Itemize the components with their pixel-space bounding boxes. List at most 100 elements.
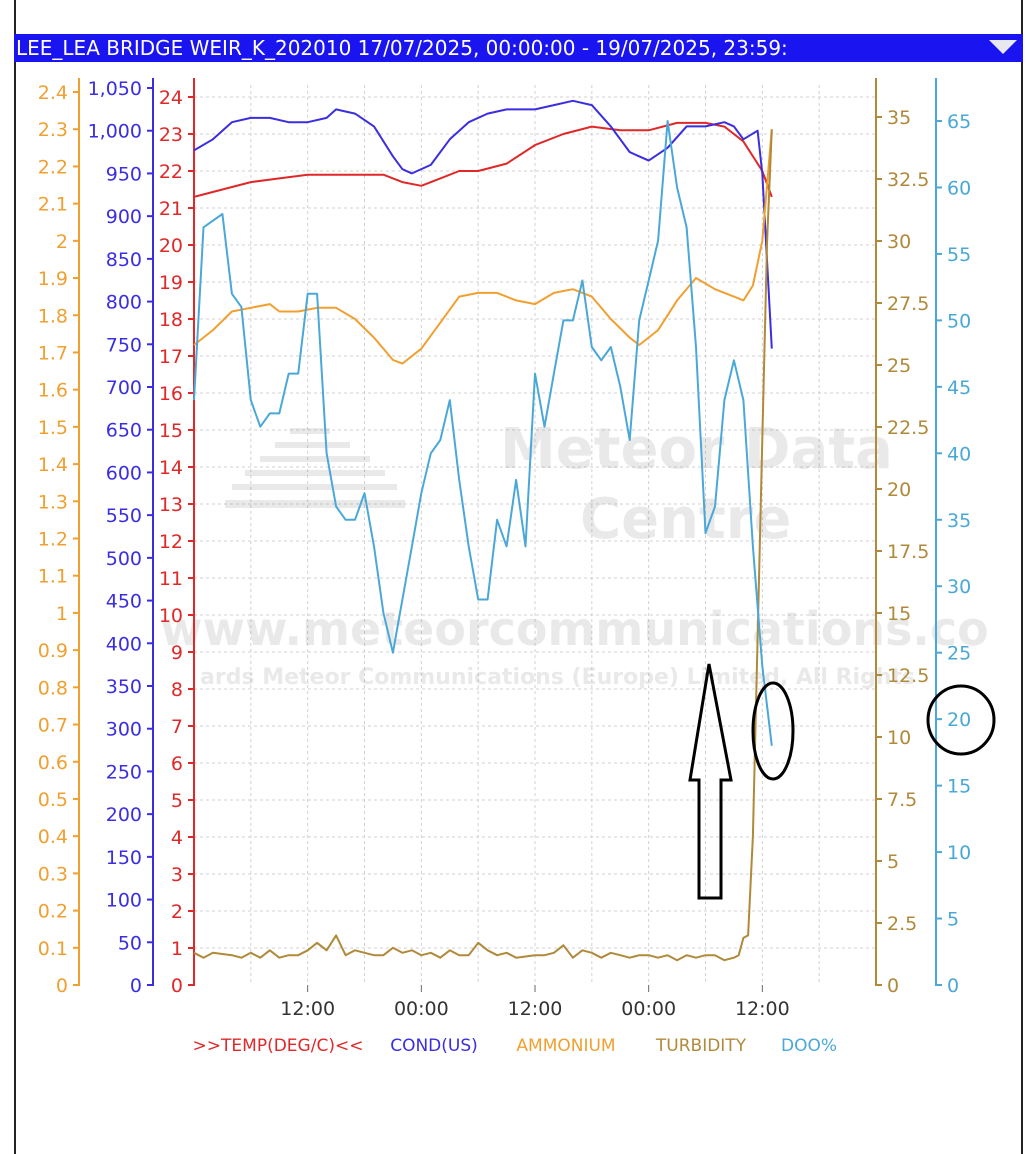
axis-tick-label-ammonium: 0.3 bbox=[38, 863, 68, 885]
axis-tick-label-cond: 350 bbox=[106, 676, 142, 698]
legend-item-cond[interactable]: COND(US) bbox=[390, 1036, 478, 1056]
axis-tick-label-temp: 16 bbox=[159, 383, 183, 405]
axis-tick-label-temp: 17 bbox=[159, 346, 183, 368]
axis-tick-label-temp: 11 bbox=[159, 568, 183, 590]
window-title-bar[interactable]: LEE_LEA BRIDGE WEIR_K_202010 17/07/2025,… bbox=[14, 34, 1023, 62]
axis-tick-label-temp: 4 bbox=[171, 827, 183, 849]
chart-legend: >>TEMP(DEG/C)<< COND(US) AMMONIUM TURBIDITY… bbox=[193, 1036, 837, 1056]
axis-tick-label-ammonium: 0.5 bbox=[38, 789, 68, 811]
axis-tick-label-temp: 12 bbox=[159, 531, 183, 553]
axis-tick-label-turbidity: 7.5 bbox=[887, 789, 917, 811]
axis-tick-label-turbidity: 17.5 bbox=[887, 541, 929, 563]
axis-tick-label-doo: 30 bbox=[947, 576, 971, 598]
x-axis-tick-label: 00:00 bbox=[621, 998, 676, 1020]
watermark: Meteor Data Centre www.meteorcommunicati… bbox=[160, 417, 989, 690]
axis-tick-label-doo: 0 bbox=[947, 975, 959, 997]
axis-tick-label-turbidity: 27.5 bbox=[887, 293, 929, 315]
axis-tick-label-ammonium: 1.6 bbox=[38, 380, 68, 402]
axis-tick-label-ammonium: 2 bbox=[56, 231, 68, 253]
axis-tick-label-temp: 9 bbox=[171, 642, 183, 664]
legend-item-turbidity[interactable]: TURBIDITY bbox=[655, 1036, 747, 1056]
chart-panel bbox=[14, 0, 1023, 1154]
watermark-title-line1: Meteor Data bbox=[500, 417, 893, 482]
chart-series bbox=[193, 99, 773, 962]
axis-tick-label-ammonium: 2.2 bbox=[38, 156, 68, 178]
axis-tick-label-cond: 100 bbox=[106, 890, 142, 912]
annotations bbox=[688, 663, 996, 900]
chevron-down-icon[interactable] bbox=[989, 40, 1017, 54]
axis-tick-label-turbidity: 12.5 bbox=[887, 665, 929, 687]
axis-tick-label-temp: 24 bbox=[159, 87, 183, 109]
axis-tick-label-ammonium: 1.2 bbox=[38, 529, 68, 551]
axis-tick-label-ammonium: 1 bbox=[56, 603, 68, 625]
x-axis: 12:00 00:00 12:00 00:00 12:00 bbox=[280, 985, 790, 1020]
x-axis-tick-label: 12:00 bbox=[280, 998, 335, 1020]
axis-tick-label-temp: 5 bbox=[171, 790, 183, 812]
axis-tick-label-doo: 55 bbox=[947, 244, 971, 266]
axis-tick-label-doo: 35 bbox=[947, 510, 971, 532]
watermark-copyright: ards Meteor Communications (Europe) Limi… bbox=[200, 665, 915, 690]
series-line-temp bbox=[193, 121, 773, 198]
axis-tick-label-cond: 650 bbox=[106, 420, 142, 442]
up-arrow-icon bbox=[688, 663, 733, 900]
axis-tick-label-cond: 150 bbox=[106, 847, 142, 869]
axis-tick-label-temp: 0 bbox=[171, 975, 183, 997]
axis-tick-label-doo: 45 bbox=[947, 377, 971, 399]
axis-tick-label-cond: 1,050 bbox=[88, 78, 142, 100]
axis-tick-label-cond: 950 bbox=[106, 163, 142, 185]
axis-tick-label-ammonium: 0.2 bbox=[38, 901, 68, 923]
axis-tick-label-cond: 450 bbox=[106, 591, 142, 613]
highlight-circle-axis-label bbox=[926, 684, 996, 756]
axis-tick-label-cond: 300 bbox=[106, 719, 142, 741]
axis-tick-label-temp: 22 bbox=[159, 161, 183, 183]
axis-tick-label-temp: 10 bbox=[159, 605, 183, 627]
axis-tick-label-turbidity: 22.5 bbox=[887, 417, 929, 439]
series-line-cond bbox=[193, 99, 773, 349]
axis-tick-label-cond: 700 bbox=[106, 377, 142, 399]
axis-tick-label-ammonium: 2.1 bbox=[38, 194, 68, 216]
axis-tick-label-ammonium: 0.8 bbox=[38, 677, 68, 699]
axis-tick-label-ammonium: 1.4 bbox=[38, 454, 68, 476]
axis-tick-label-turbidity: 25 bbox=[887, 355, 911, 377]
axis-tick-label-ammonium: 1.1 bbox=[38, 566, 68, 588]
x-axis-tick-label: 00:00 bbox=[394, 998, 449, 1020]
axis-tick-label-temp: 14 bbox=[159, 457, 183, 479]
axis-tick-label-temp: 21 bbox=[159, 198, 183, 220]
axis-tick-label-temp: 15 bbox=[159, 420, 183, 442]
axis-tick-label-cond: 800 bbox=[106, 292, 142, 314]
axis-tick-label-ammonium: 0.6 bbox=[38, 752, 68, 774]
axis-tick-label-doo: 5 bbox=[947, 909, 959, 931]
watermark-title-line2: Centre bbox=[580, 487, 791, 552]
axis-tick-label-cond: 850 bbox=[106, 249, 142, 271]
axis-tick-label-turbidity: 32.5 bbox=[887, 169, 929, 191]
series-line-ammonium bbox=[193, 129, 773, 365]
axis-tick-label-cond: 200 bbox=[106, 804, 142, 826]
axis-tick-label-ammonium: 2.4 bbox=[38, 82, 68, 104]
series-line-turbidity bbox=[193, 129, 773, 962]
axis-tick-label-temp: 7 bbox=[171, 716, 183, 738]
axis-tick-label-ammonium: 1.3 bbox=[38, 491, 68, 513]
chart-axes: 0 0.1 0.2 0.3 0.4 0.5 0.6 0.7 0.8 0.9 1 1.1 1.2 1.3 1.… bbox=[38, 78, 971, 997]
axis-tick-label-turbidity: 15 bbox=[887, 603, 911, 625]
axis-tick-label-doo: 50 bbox=[947, 310, 971, 332]
x-axis-tick-label: 12:00 bbox=[735, 998, 790, 1020]
axis-tick-label-cond: 750 bbox=[106, 334, 142, 356]
watermark-url: www.meteorcommunications.co bbox=[160, 602, 989, 656]
legend-item-doo[interactable]: DOO% bbox=[781, 1036, 837, 1056]
axis-tick-label-ammonium: 1.9 bbox=[38, 268, 68, 290]
axis-tick-label-turbidity: 0 bbox=[887, 975, 899, 997]
axis-tick-label-turbidity: 30 bbox=[887, 231, 911, 253]
legend-item-temp[interactable]: >>TEMP(DEG/C)<< bbox=[193, 1036, 364, 1056]
axis-tick-label-doo: 60 bbox=[947, 177, 971, 199]
axis-tick-label-cond: 1,000 bbox=[88, 121, 142, 143]
axis-tick-label-doo: 65 bbox=[947, 111, 971, 133]
axis-tick-label-ammonium: 2.3 bbox=[38, 119, 68, 141]
legend-item-ammonium[interactable]: AMMONIUM bbox=[516, 1036, 615, 1056]
axis-tick-label-temp: 6 bbox=[171, 753, 183, 775]
axis-tick-label-turbidity: 5 bbox=[887, 851, 899, 873]
axis-tick-label-cond: 400 bbox=[106, 633, 142, 655]
axis-tick-label-cond: 550 bbox=[106, 505, 142, 527]
axis-tick-label-temp: 19 bbox=[159, 272, 183, 294]
axis-tick-label-turbidity: 20 bbox=[887, 479, 911, 501]
axis-tick-label-ammonium: 1.8 bbox=[38, 305, 68, 327]
